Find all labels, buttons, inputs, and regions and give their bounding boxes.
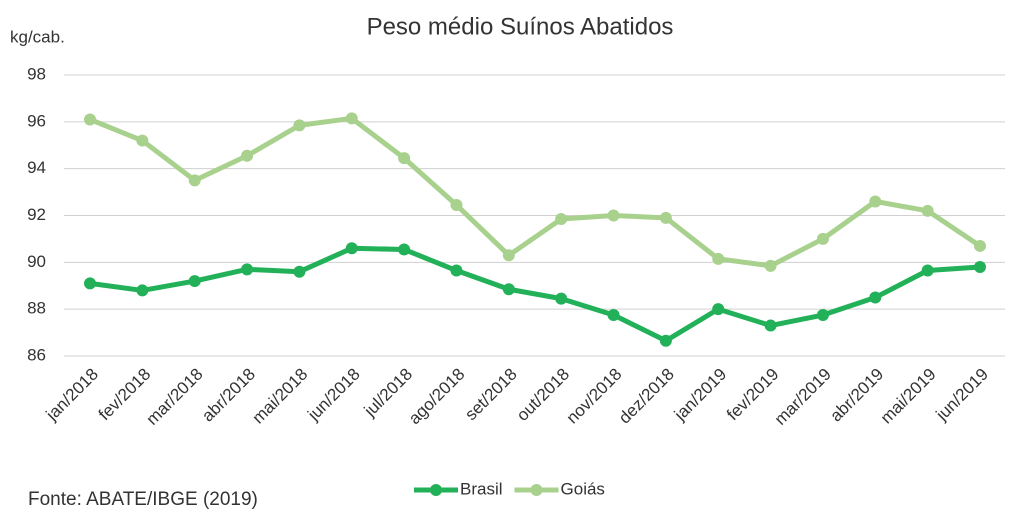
point bbox=[345, 112, 358, 125]
y-tick-label: 88 bbox=[27, 299, 46, 318]
point bbox=[921, 264, 934, 277]
x-tick-label: mar/2019 bbox=[771, 365, 835, 429]
x-tick-label: jun/2019 bbox=[932, 365, 992, 425]
point bbox=[188, 174, 201, 187]
point bbox=[241, 263, 254, 276]
point bbox=[136, 134, 149, 147]
point bbox=[607, 209, 620, 222]
point bbox=[450, 264, 463, 277]
point bbox=[398, 152, 411, 165]
x-tick-label: set/2018 bbox=[461, 365, 521, 425]
point bbox=[241, 149, 254, 162]
point bbox=[869, 195, 882, 208]
x-tick-label: jun/2018 bbox=[303, 365, 363, 425]
x-tick-label: mai/2019 bbox=[877, 365, 940, 428]
series-line bbox=[89, 115, 982, 269]
point bbox=[345, 242, 358, 255]
point bbox=[398, 243, 411, 256]
x-tick-label: mai/2018 bbox=[249, 365, 312, 428]
point bbox=[502, 249, 515, 262]
x-tick-label: ago/2018 bbox=[405, 365, 469, 429]
y-tick-label: 86 bbox=[27, 345, 46, 364]
point bbox=[974, 239, 986, 252]
point bbox=[502, 283, 515, 296]
point bbox=[921, 204, 934, 217]
y-tick-label: 90 bbox=[27, 252, 46, 271]
x-tick-label: jan/2018 bbox=[42, 365, 102, 425]
point bbox=[816, 309, 829, 322]
point bbox=[712, 303, 725, 316]
y-axis-label: kg/cab. bbox=[10, 27, 65, 46]
point bbox=[712, 252, 725, 265]
x-tick-label: dez/2018 bbox=[615, 365, 678, 428]
series-line bbox=[89, 245, 981, 344]
point bbox=[136, 284, 149, 297]
x-tick-label: jan/2019 bbox=[670, 365, 730, 425]
y-tick-label: 98 bbox=[27, 64, 46, 83]
point bbox=[659, 334, 672, 347]
legend-marker bbox=[430, 484, 442, 496]
x-tick-label: nov/2018 bbox=[563, 365, 626, 428]
legend-marker bbox=[530, 484, 543, 496]
point bbox=[450, 198, 463, 211]
point bbox=[869, 291, 882, 304]
x-tick-label: mar/2018 bbox=[142, 365, 206, 429]
source: Fonte: ABATE/IBGE (2019) bbox=[28, 489, 258, 510]
point bbox=[555, 213, 568, 226]
point bbox=[84, 277, 96, 290]
y-tick-label: 94 bbox=[27, 158, 46, 177]
legend-label: Goiás bbox=[561, 479, 605, 498]
y-tick-label: 96 bbox=[27, 111, 46, 130]
point bbox=[293, 265, 306, 278]
point bbox=[555, 292, 568, 305]
point bbox=[816, 232, 829, 245]
point bbox=[188, 275, 201, 288]
chart-title: Peso médio Suínos Abatidos bbox=[367, 13, 674, 40]
point bbox=[659, 211, 672, 224]
point bbox=[974, 261, 986, 274]
legend-label: Brasil bbox=[460, 479, 503, 498]
point bbox=[607, 309, 620, 322]
point bbox=[764, 259, 777, 272]
point bbox=[84, 113, 96, 126]
point bbox=[764, 319, 777, 332]
point bbox=[293, 119, 306, 132]
y-tick-label: 92 bbox=[27, 205, 46, 224]
